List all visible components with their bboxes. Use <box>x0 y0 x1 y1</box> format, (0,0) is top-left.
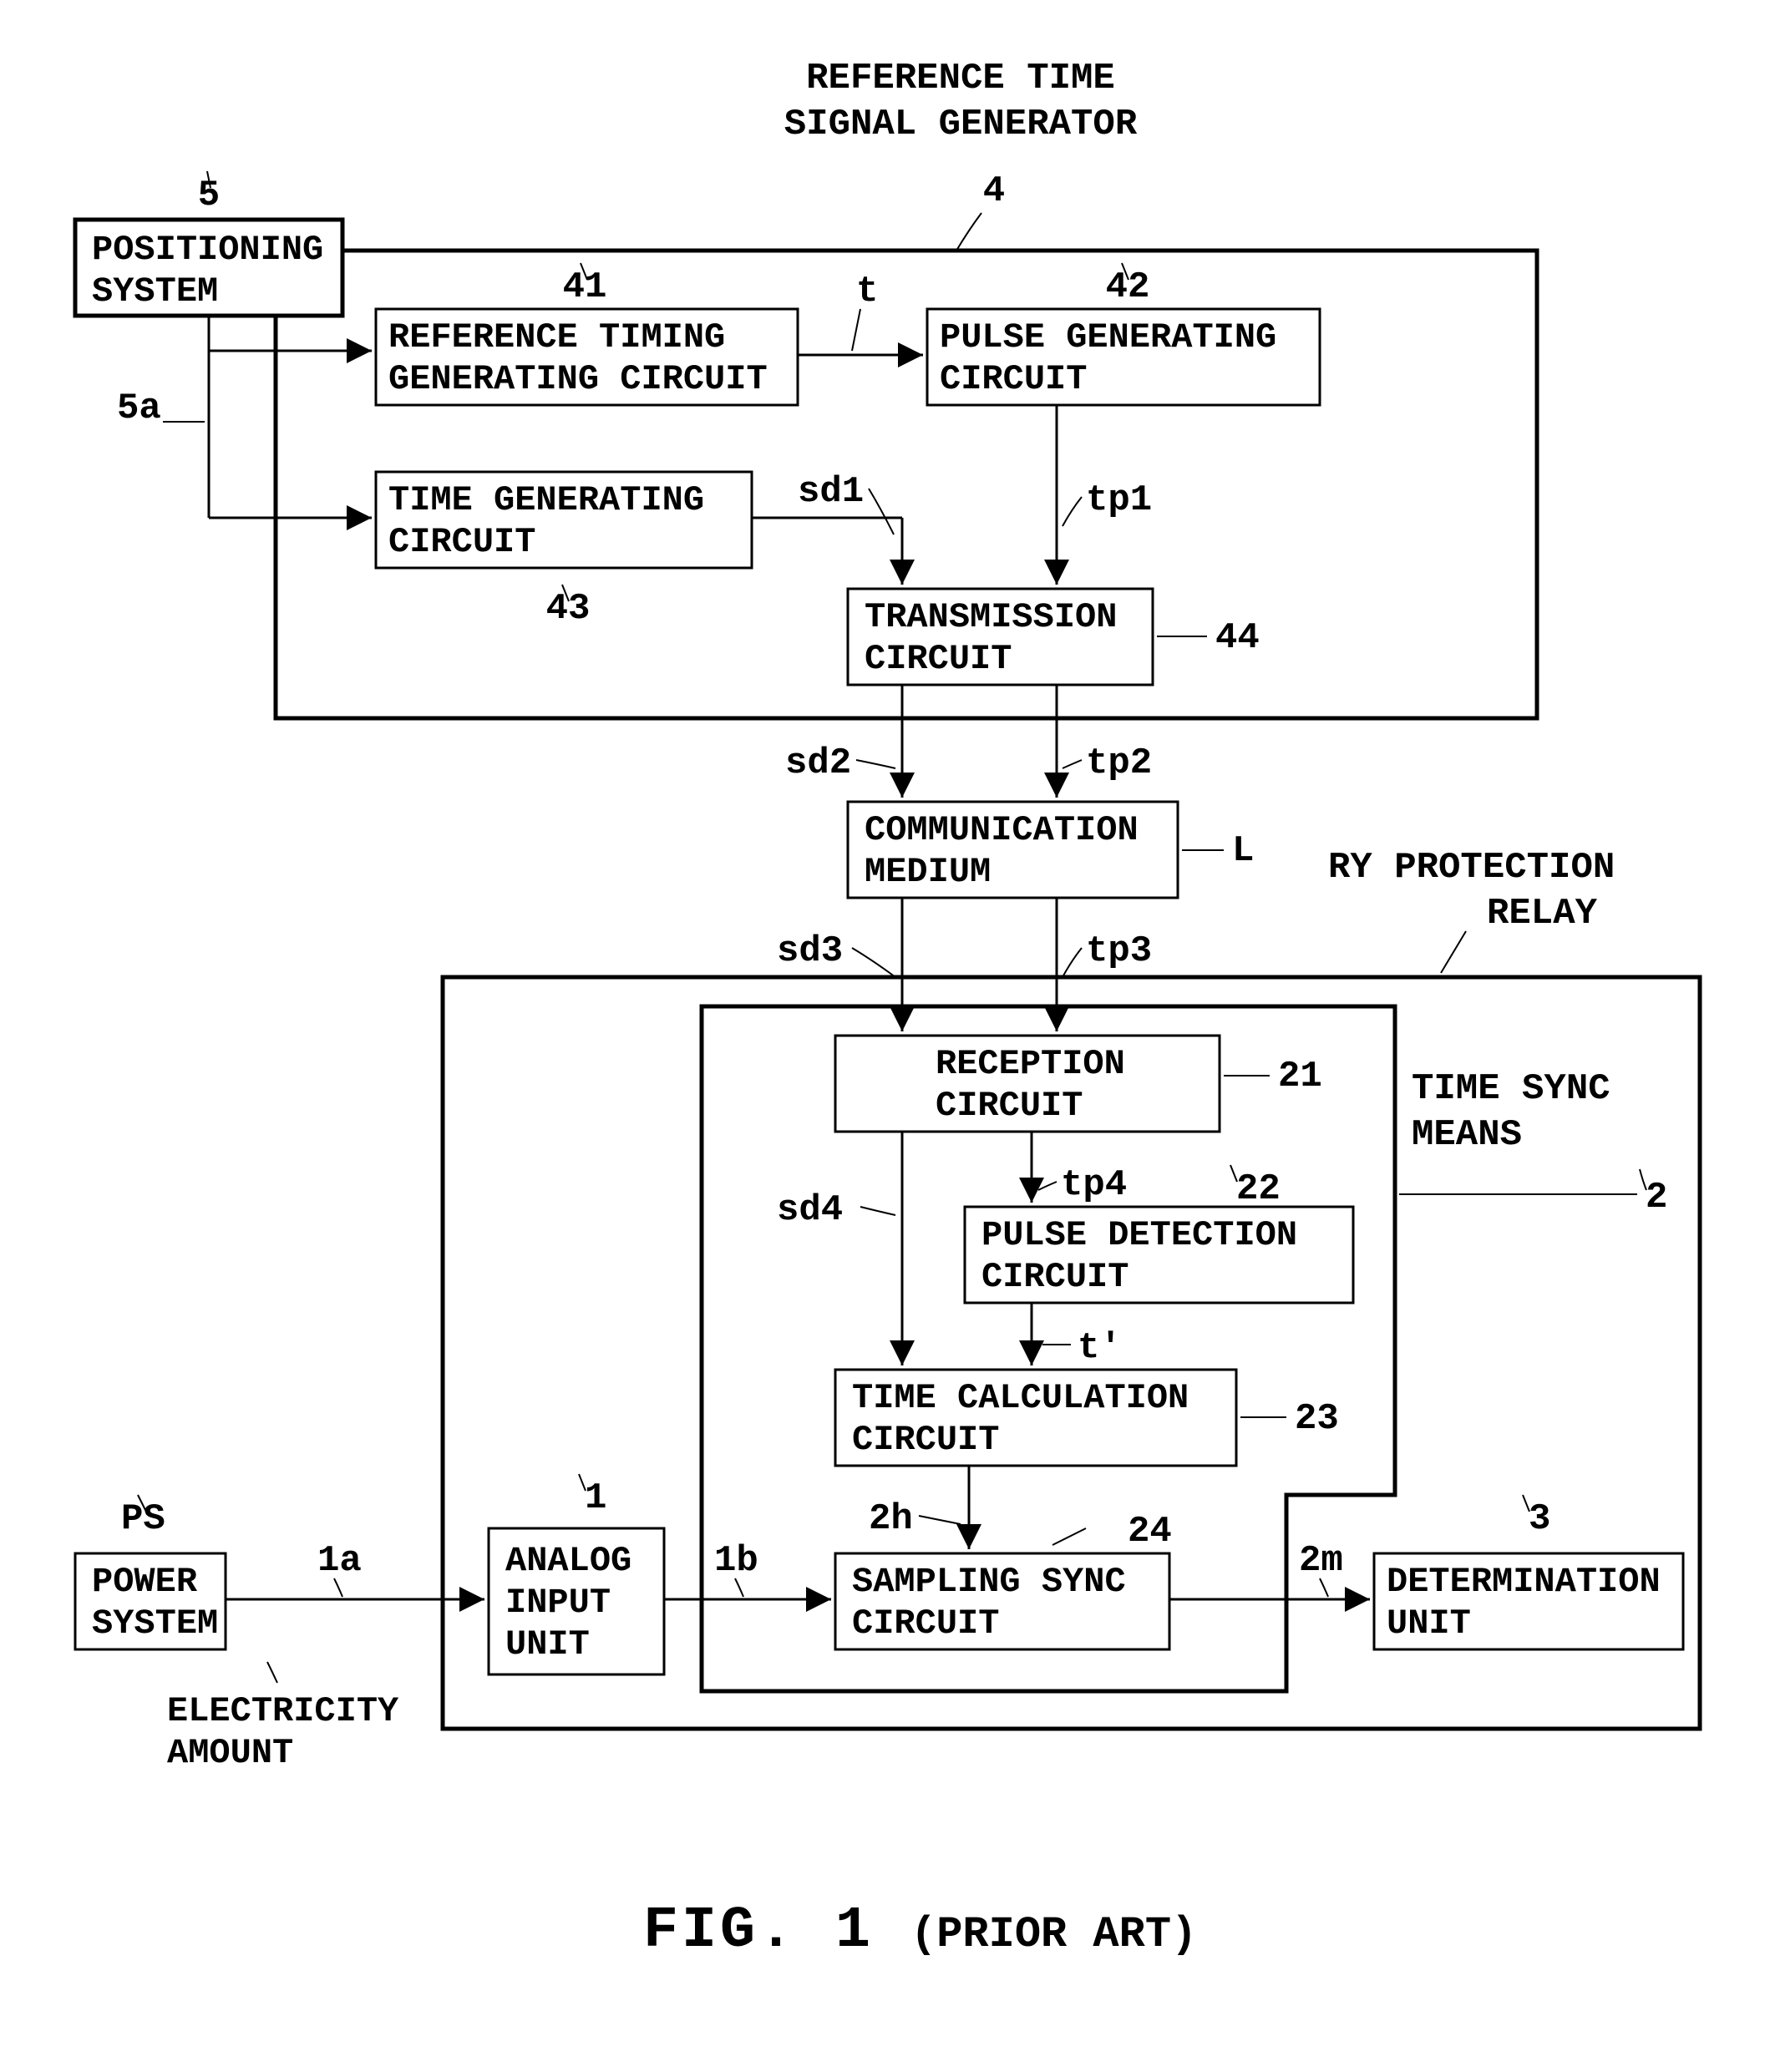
ref-2m: 2m <box>1299 1540 1343 1582</box>
ref-tprime: t' <box>1078 1327 1122 1369</box>
ref-1a: 1a <box>317 1540 362 1582</box>
text-transmission-1: TRANSMISSION <box>865 597 1117 637</box>
text-electricity-2: AMOUNT <box>167 1733 293 1773</box>
ref-44: 44 <box>1215 617 1260 659</box>
label-relay: RELAY <box>1487 893 1598 935</box>
label-time-sync: TIME SYNC <box>1412 1068 1610 1110</box>
ref-sd1: sd1 <box>798 471 864 513</box>
text-sampling-1: SAMPLING SYNC <box>852 1562 1126 1602</box>
ref-tp2: tp2 <box>1086 742 1152 784</box>
text-time-calc-2: CIRCUIT <box>852 1420 999 1460</box>
label-ref-time-sig-gen-2: SIGNAL GENERATOR <box>784 104 1138 145</box>
text-determination-1: DETERMINATION <box>1387 1562 1661 1602</box>
text-analog-3: UNIT <box>505 1624 590 1664</box>
text-power-2: SYSTEM <box>92 1603 218 1644</box>
ref-1: 1 <box>585 1477 606 1519</box>
ref-22: 22 <box>1236 1168 1281 1210</box>
label-means: MEANS <box>1412 1114 1522 1156</box>
text-ref-timing-1: REFERENCE TIMING <box>388 317 725 357</box>
text-sampling-2: CIRCUIT <box>852 1603 999 1644</box>
ref-sd2: sd2 <box>785 742 851 784</box>
text-time-gen-2: CIRCUIT <box>388 522 535 562</box>
ref-tp3: tp3 <box>1086 930 1152 972</box>
ref-2: 2 <box>1646 1177 1667 1218</box>
text-power-1: POWER <box>92 1562 198 1602</box>
text-pulse-gen-2: CIRCUIT <box>940 359 1087 399</box>
ref-43: 43 <box>546 588 591 630</box>
text-determination-2: UNIT <box>1387 1603 1471 1644</box>
ref-42: 42 <box>1106 266 1150 308</box>
ref-1b: 1b <box>714 1540 758 1582</box>
text-analog-2: INPUT <box>505 1583 611 1623</box>
ref-5a: 5a <box>117 388 161 429</box>
text-ref-timing-2: GENERATING CIRCUIT <box>388 359 768 399</box>
ref-23: 23 <box>1295 1398 1339 1440</box>
text-pulse-det-2: CIRCUIT <box>981 1257 1128 1297</box>
text-positioning-2: SYSTEM <box>92 271 218 312</box>
block-diagram: REFERENCE TIME SIGNAL GENERATOR 4 POSITI… <box>0 0 1765 2072</box>
ref-tp4: tp4 <box>1061 1164 1127 1206</box>
ref-24: 24 <box>1128 1511 1172 1553</box>
text-comm-2: MEDIUM <box>865 852 991 892</box>
text-analog-1: ANALOG <box>505 1541 631 1581</box>
ref-L: L <box>1232 830 1254 872</box>
text-electricity-1: ELECTRICITY <box>167 1691 399 1731</box>
text-transmission-2: CIRCUIT <box>865 639 1012 679</box>
text-pulse-det-1: PULSE DETECTION <box>981 1215 1297 1255</box>
ref-t: t <box>856 271 878 312</box>
text-pulse-gen-1: PULSE GENERATING <box>940 317 1276 357</box>
ref-tp1: tp1 <box>1086 479 1152 521</box>
ref-sd3: sd3 <box>777 930 843 972</box>
text-reception-2: CIRCUIT <box>936 1086 1083 1126</box>
ref-2h: 2h <box>869 1498 913 1540</box>
text-time-gen-1: TIME GENERATING <box>388 480 704 520</box>
ref-3: 3 <box>1529 1498 1550 1540</box>
text-reception-1: RECEPTION <box>936 1044 1125 1084</box>
label-ry-protection: RY PROTECTION <box>1328 847 1615 889</box>
ref-4: 4 <box>983 170 1005 212</box>
ref-21: 21 <box>1278 1056 1322 1097</box>
caption-sub: (PRIOR ART) <box>910 1910 1197 1959</box>
text-positioning-1: POSITIONING <box>92 230 323 270</box>
caption-main: FIG. 1 <box>643 1898 874 1964</box>
text-time-calc-1: TIME CALCULATION <box>852 1378 1189 1418</box>
ref-sd4: sd4 <box>777 1189 843 1231</box>
label-ref-time-sig-gen-1: REFERENCE TIME <box>806 58 1115 99</box>
text-comm-1: COMMUNICATION <box>865 810 1139 850</box>
